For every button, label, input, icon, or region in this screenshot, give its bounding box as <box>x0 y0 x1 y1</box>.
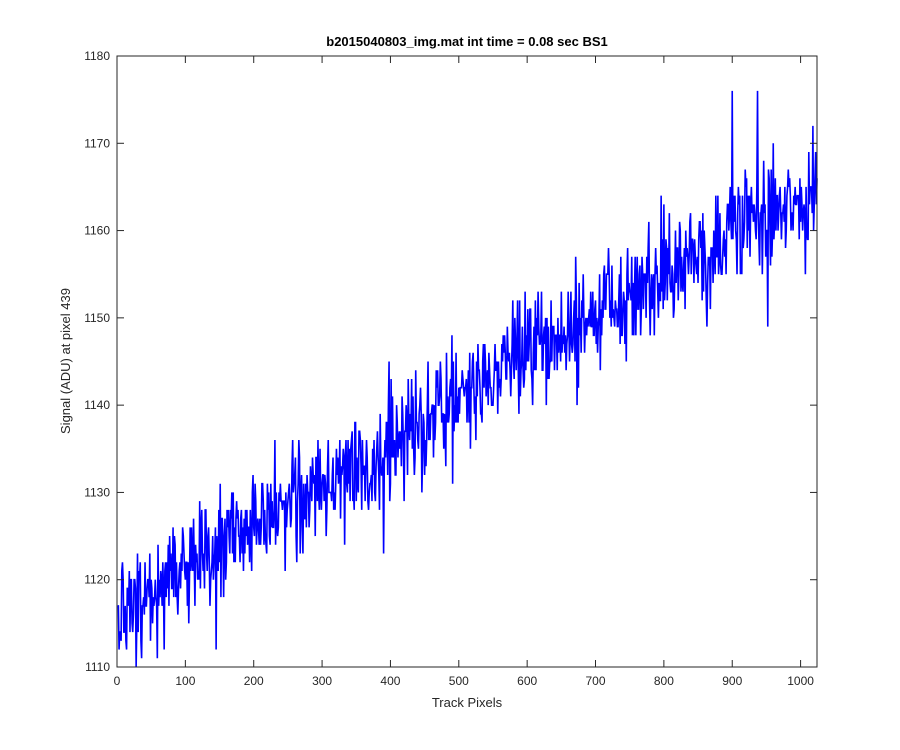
y-tick-label: 1110 <box>85 660 110 674</box>
series-layer <box>117 90 818 668</box>
x-tick-label: 400 <box>380 674 400 688</box>
y-tick-label: 1140 <box>84 398 110 412</box>
axes-box <box>116 55 818 668</box>
x-tick-label: 700 <box>586 674 606 688</box>
chart-title: b2015040803_img.mat int time = 0.08 sec … <box>326 34 607 49</box>
x-axis-title: Track Pixels <box>432 695 503 710</box>
y-tick-label: 1170 <box>84 136 110 150</box>
x-axis-ticks: 0 100 200 300 400 500 600 700 800 900 1000 <box>114 56 814 688</box>
y-tick-label: 1180 <box>84 49 110 63</box>
y-axis-title: Signal (ADU) at pixel 439 <box>58 288 73 434</box>
x-tick-label: 900 <box>722 674 742 688</box>
y-axis-ticks: 1110 1120 1130 1140 1150 1160 1170 1180 <box>84 49 817 674</box>
y-tick-label: 1160 <box>84 224 110 238</box>
x-tick-label: 100 <box>175 674 195 688</box>
y-tick-label: 1120 <box>84 573 110 587</box>
x-tick-label: 0 <box>114 674 121 688</box>
plot-area <box>117 56 817 667</box>
x-tick-label: 300 <box>312 674 332 688</box>
series-line <box>117 90 818 668</box>
x-tick-label: 1000 <box>787 674 814 688</box>
x-tick-label: 600 <box>517 674 537 688</box>
y-tick-label: 1150 <box>84 311 110 325</box>
x-tick-label: 200 <box>244 674 264 688</box>
x-tick-label: 800 <box>654 674 674 688</box>
x-tick-label: 500 <box>449 674 469 688</box>
y-tick-label: 1130 <box>84 485 110 499</box>
